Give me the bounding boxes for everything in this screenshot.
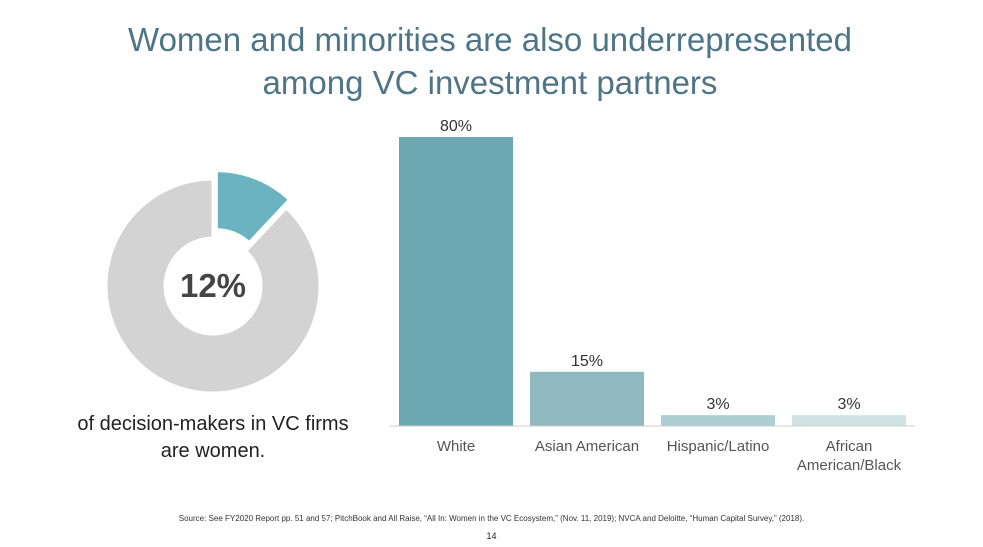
bar [661,415,775,426]
source-note: Source: See FY2020 Report pp. 51 and 57;… [178,514,805,523]
page-number: 14 [486,531,497,541]
bar-value-label: 3% [706,396,729,413]
bar-value-label: 3% [837,396,860,413]
x-tick-label: White [436,438,476,455]
donut-slice [104,177,322,395]
x-tick-label: Asian American [534,438,640,455]
bar [792,415,906,426]
slide-title: Women and minorities are also underrepre… [128,21,852,101]
bar-value-label: 80% [440,118,472,135]
bar [399,137,513,426]
bar-value-label: 15% [571,353,603,370]
donut-caption: of decision-makers in VC firms are women… [77,413,349,462]
donut-center-label: 12% [180,267,246,304]
donut-slice [214,169,292,245]
x-tick-label: Hispanic/Latino [666,438,770,455]
x-tick-label: African American/Black [796,438,902,474]
bar [530,371,644,426]
